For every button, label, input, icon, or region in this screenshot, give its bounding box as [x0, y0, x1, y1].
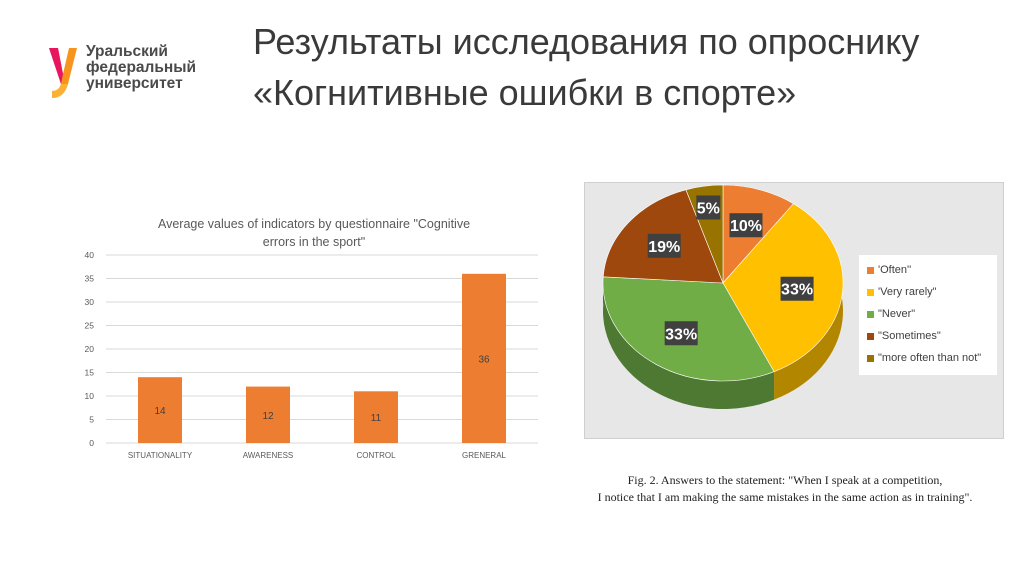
bar-value-label: 14: [154, 406, 166, 417]
y-tick-label: 5: [89, 415, 94, 425]
logo-line-2: федеральный: [86, 59, 197, 76]
x-tick-label: SITUATIONALITY: [128, 451, 193, 460]
y-tick-label: 20: [85, 344, 95, 354]
y-tick-label: 35: [85, 274, 95, 284]
legend-label: "Never": [878, 308, 916, 320]
university-logo: Уральский федеральный университет: [46, 44, 216, 104]
x-tick-label: CONTROL: [356, 451, 396, 460]
pie-labels: 10% 33% 33% 19% 5%: [647, 195, 814, 346]
y-tick-label: 15: [85, 368, 95, 378]
pie-value-label: 10%: [730, 218, 762, 235]
legend-label: "more often than not": [878, 352, 982, 364]
bar-value-label: 36: [478, 354, 490, 365]
pie-chart-panel: 10% 33% 33% 19% 5% 'Often'' 'Very rarely" "Nev…: [584, 182, 1004, 439]
legend-swatch: [867, 332, 874, 340]
bar-chart-title-line: errors in the sport": [263, 235, 365, 249]
pie-value-label: 5%: [697, 201, 720, 218]
x-tick-label: AWARENESS: [243, 451, 294, 460]
legend-swatch: [867, 310, 874, 318]
legend-item: "Never": [867, 303, 997, 325]
legend-label: "Sometimes": [878, 330, 941, 342]
bar-control: [354, 391, 398, 443]
bar-chart-title-line: Average values of indicators by question…: [158, 217, 470, 231]
x-tick-label: GRENERAL: [462, 451, 507, 460]
y-tick-label: 0: [89, 438, 94, 448]
bar-greneral: [462, 273, 506, 443]
y-tick-label: 25: [85, 321, 95, 331]
legend-swatch: [867, 266, 874, 274]
legend-label: 'Often'': [878, 264, 912, 276]
slide-title: Результаты исследования по опроснику «Ко…: [253, 21, 920, 113]
bar-situationality: [138, 377, 182, 443]
caption-line-2: I notice that I am making the same mista…: [597, 490, 973, 504]
pie-value-label-bg: [729, 213, 763, 238]
y-tick-label: 10: [85, 391, 95, 401]
logo-line-1: Уральский: [86, 43, 168, 60]
y-tick-label: 30: [85, 297, 95, 307]
bar-chart: Average values of indicators by question…: [85, 217, 538, 460]
bar-awareness: [246, 386, 290, 443]
pie-legend: 'Often'' 'Very rarely" "Never" "Sometimes" "…: [859, 255, 997, 375]
pie-chart: 10% 33% 33% 19% 5%: [602, 184, 844, 409]
logo-wordmark: Уральский федеральный университет: [86, 44, 196, 92]
pie-value-label-bg: [647, 233, 681, 258]
figure-caption: Fig. 2. Answers to the statement: "When …: [560, 472, 1010, 506]
bar-value-label: 11: [371, 413, 382, 424]
legend-item: 'Often'': [867, 259, 997, 281]
bar-value-label: 12: [262, 411, 274, 422]
legend-label: 'Very rarely": [878, 286, 937, 298]
caption-line-1: Fig. 2. Answers to the statement: "When …: [627, 473, 943, 487]
legend-item: "more often than not": [867, 347, 997, 369]
legend-item: 'Very rarely": [867, 281, 997, 303]
pie-value-label-bg: [664, 321, 698, 346]
urfu-emblem-icon: [49, 48, 77, 98]
legend-swatch: [867, 354, 874, 362]
pie-value-label: 33%: [781, 282, 813, 299]
legend-item: "Sometimes": [867, 325, 997, 347]
y-tick-label: 40: [85, 250, 95, 260]
pie-value-label: 33%: [665, 326, 697, 343]
pie-value-label-bg: [696, 195, 721, 220]
logo-line-3: университет: [86, 75, 183, 92]
pie-value-label-bg: [780, 276, 814, 301]
pie-value-label: 19%: [648, 239, 680, 256]
legend-swatch: [867, 288, 874, 296]
pie-slice-side: [603, 276, 775, 409]
